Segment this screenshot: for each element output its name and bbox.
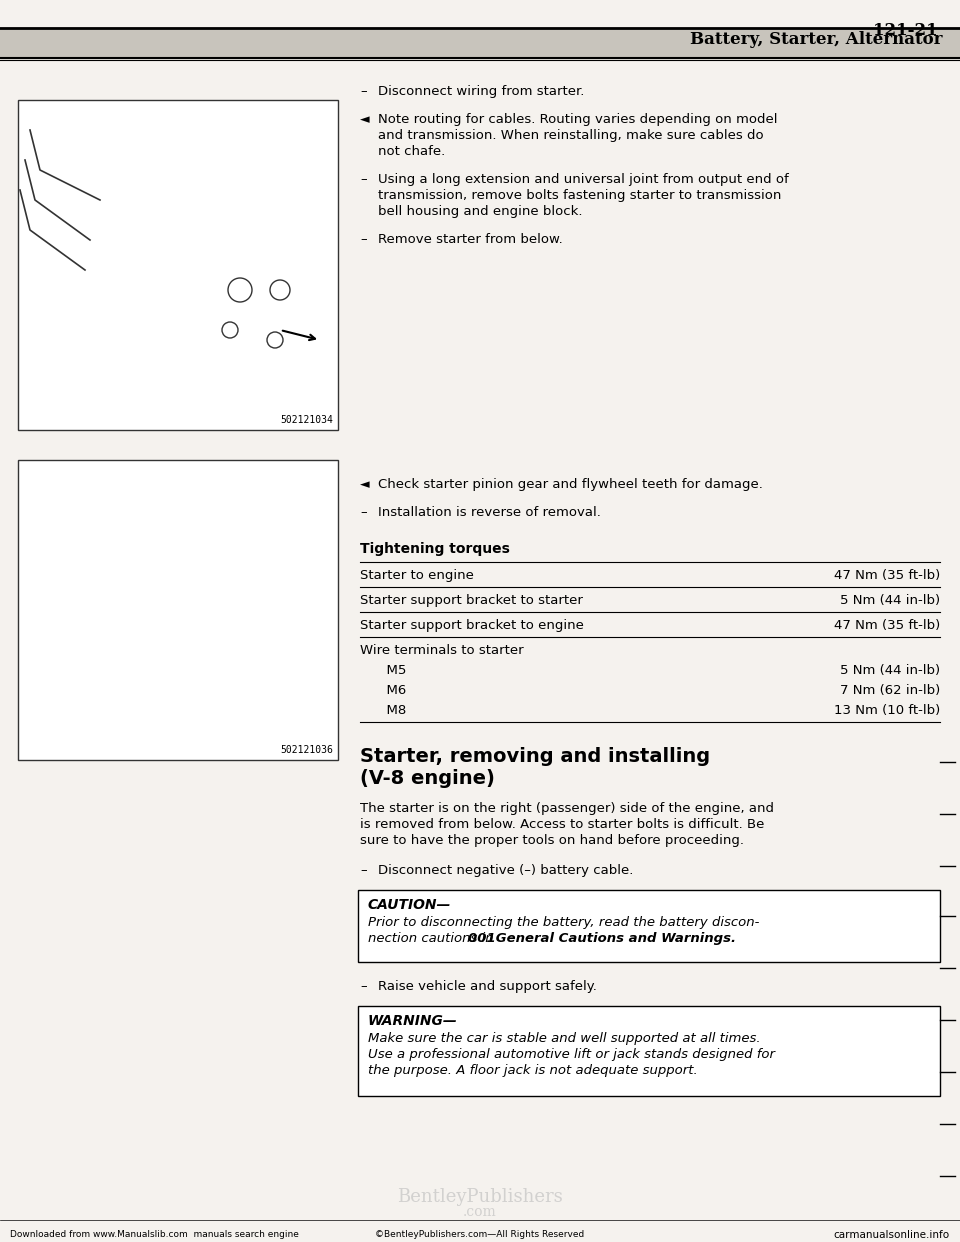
Text: 001General Cautions and Warnings.: 001General Cautions and Warnings. (468, 932, 736, 945)
Text: Remove starter from below.: Remove starter from below. (378, 233, 563, 246)
Text: Check starter pinion gear and flywheel teeth for damage.: Check starter pinion gear and flywheel t… (378, 478, 763, 491)
Text: 13 Nm (10 ft-lb): 13 Nm (10 ft-lb) (833, 704, 940, 717)
Bar (0, 29, 960, 58)
Text: 47 Nm (35 ft-lb): 47 Nm (35 ft-lb) (833, 569, 940, 582)
Text: Starter to engine: Starter to engine (360, 569, 474, 582)
Text: Downloaded from www.Manualslib.com  manuals search engine: Downloaded from www.Manualslib.com manua… (10, 1230, 299, 1240)
Text: Starter, removing and installing: Starter, removing and installing (360, 746, 710, 766)
Text: Battery, Starter, Alternator: Battery, Starter, Alternator (689, 31, 942, 48)
Text: and transmission. When reinstalling, make sure cables do: and transmission. When reinstalling, mak… (378, 129, 763, 142)
Text: Disconnect wiring from starter.: Disconnect wiring from starter. (378, 84, 585, 98)
Text: –: – (360, 84, 367, 98)
Text: Raise vehicle and support safely.: Raise vehicle and support safely. (378, 980, 597, 994)
Text: sure to have the proper tools on hand before proceeding.: sure to have the proper tools on hand be… (360, 833, 744, 847)
Text: 47 Nm (35 ft-lb): 47 Nm (35 ft-lb) (833, 619, 940, 632)
Text: the purpose. A floor jack is not adequate support.: the purpose. A floor jack is not adequat… (368, 1064, 698, 1077)
Text: WARNING—: WARNING— (368, 1013, 458, 1028)
Text: Starter support bracket to engine: Starter support bracket to engine (360, 619, 584, 632)
Text: –: – (360, 980, 367, 994)
Text: ©BentleyPublishers.com—All Rights Reserved: ©BentleyPublishers.com—All Rights Reserv… (375, 1230, 585, 1240)
Text: Tightening torques: Tightening torques (360, 542, 510, 556)
Text: Installation is reverse of removal.: Installation is reverse of removal. (378, 505, 601, 519)
Text: Make sure the car is stable and well supported at all times.: Make sure the car is stable and well sup… (368, 1032, 760, 1045)
Text: BentleyPublishers: BentleyPublishers (397, 1189, 563, 1206)
Text: Use a professional automotive lift or jack stands designed for: Use a professional automotive lift or ja… (368, 1048, 775, 1061)
Bar (358, 1006, 940, 1095)
Text: Note routing for cables. Routing varies depending on model: Note routing for cables. Routing varies … (378, 113, 778, 125)
Text: nection cautions in: nection cautions in (368, 932, 498, 945)
Text: Wire terminals to starter: Wire terminals to starter (360, 645, 523, 657)
Text: M5: M5 (378, 664, 406, 677)
Text: 502121036: 502121036 (280, 745, 333, 755)
Bar (18, 101, 338, 430)
Text: 502121034: 502121034 (280, 415, 333, 425)
Text: bell housing and engine block.: bell housing and engine block. (378, 205, 583, 219)
Text: carmanualsonline.info: carmanualsonline.info (834, 1230, 950, 1240)
Text: Starter support bracket to starter: Starter support bracket to starter (360, 594, 583, 607)
Bar (358, 891, 940, 963)
Text: 5 Nm (44 in-lb): 5 Nm (44 in-lb) (840, 594, 940, 607)
Bar (0, 29, 960, 58)
Text: not chafe.: not chafe. (378, 145, 445, 158)
Text: CAUTION—: CAUTION— (368, 898, 451, 912)
Text: Prior to disconnecting the battery, read the battery discon-: Prior to disconnecting the battery, read… (368, 917, 759, 929)
Text: –: – (360, 505, 367, 519)
Text: .com: .com (463, 1205, 497, 1218)
Text: 5 Nm (44 in-lb): 5 Nm (44 in-lb) (840, 664, 940, 677)
Text: (V-8 engine): (V-8 engine) (360, 769, 494, 787)
Text: –: – (360, 233, 367, 246)
Text: Disconnect negative (–) battery cable.: Disconnect negative (–) battery cable. (378, 864, 634, 877)
Text: is removed from below. Access to starter bolts is difficult. Be: is removed from below. Access to starter… (360, 818, 764, 831)
Text: ◄: ◄ (360, 478, 370, 491)
Bar (18, 460, 338, 760)
Text: transmission, remove bolts fastening starter to transmission: transmission, remove bolts fastening sta… (378, 189, 781, 202)
Text: M8: M8 (378, 704, 406, 717)
Text: –: – (360, 864, 367, 877)
Text: 7 Nm (62 in-lb): 7 Nm (62 in-lb) (840, 684, 940, 697)
Text: 121-21: 121-21 (874, 22, 938, 39)
Text: –: – (360, 173, 367, 186)
Text: The starter is on the right (passenger) side of the engine, and: The starter is on the right (passenger) … (360, 802, 774, 815)
Text: ◄: ◄ (360, 113, 370, 125)
Text: Using a long extension and universal joint from output end of: Using a long extension and universal joi… (378, 173, 789, 186)
Text: M6: M6 (378, 684, 406, 697)
